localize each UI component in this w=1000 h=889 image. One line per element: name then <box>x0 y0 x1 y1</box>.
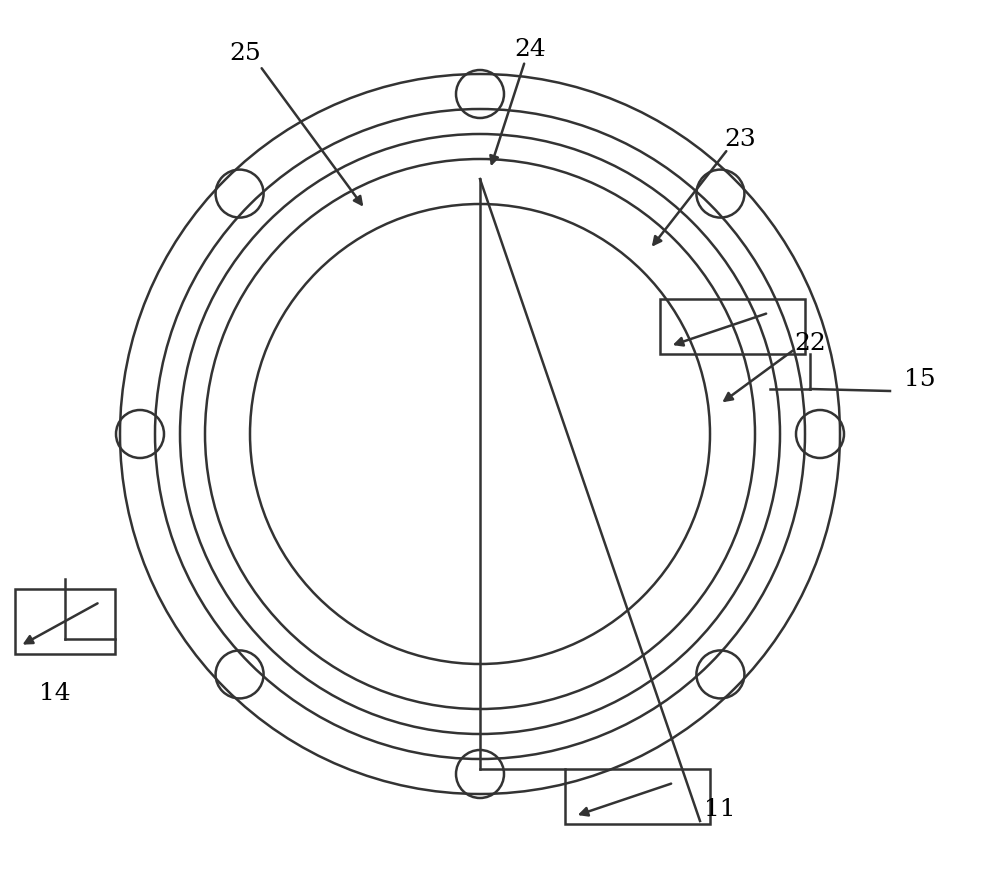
Bar <box>565 769 710 824</box>
Text: 25: 25 <box>229 43 261 66</box>
Bar <box>15 589 115 654</box>
Text: 23: 23 <box>724 127 756 150</box>
Text: 15: 15 <box>904 367 936 390</box>
Text: 24: 24 <box>514 37 546 60</box>
Text: 11: 11 <box>704 797 736 821</box>
Text: 14: 14 <box>39 683 71 706</box>
Text: 22: 22 <box>794 332 826 356</box>
Bar <box>660 299 805 354</box>
